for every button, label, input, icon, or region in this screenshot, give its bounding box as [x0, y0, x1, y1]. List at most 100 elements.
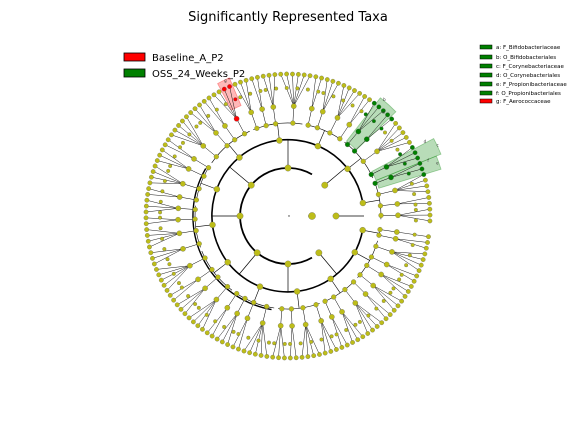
- branch-line: [293, 75, 311, 107]
- leaf-node: [278, 71, 284, 77]
- genus-node: [395, 212, 401, 219]
- leaf-node: [209, 333, 215, 339]
- species-node: [214, 107, 219, 112]
- leaf-node: [319, 75, 324, 81]
- leaf-node: [188, 110, 193, 115]
- branch-line: [371, 166, 387, 175]
- family-node: [364, 262, 370, 268]
- branch-line: [145, 217, 179, 220]
- key-label-d: d: O_Corynebacteriales: [496, 73, 560, 79]
- leaf-node: [296, 72, 301, 77]
- branch-line: [293, 74, 305, 107]
- branch-line: [347, 131, 359, 145]
- species-node: [413, 202, 418, 207]
- genus-node: [259, 320, 266, 326]
- genus-node: [364, 136, 370, 142]
- leaf-node: [164, 288, 170, 293]
- genus-node: [320, 108, 326, 115]
- key-label-g: g: F_Aerococcaceae: [496, 99, 551, 105]
- leaf-node: [252, 351, 258, 357]
- species-node: [158, 199, 163, 204]
- species-node: [353, 322, 358, 327]
- genus-node: [200, 143, 206, 149]
- branch-line: [341, 311, 353, 343]
- species-node: [288, 342, 293, 346]
- family-node: [215, 274, 221, 280]
- branch-line: [166, 265, 191, 291]
- key-label-e: e: F_Propionibacteriaceae: [496, 82, 567, 88]
- branch-line: [280, 74, 294, 107]
- leaf-node: [365, 331, 371, 336]
- branch-line: [339, 124, 350, 139]
- species-node: [363, 112, 368, 117]
- leaf-node: [143, 215, 149, 221]
- branch-line: [193, 299, 217, 323]
- leaf-node: [410, 145, 415, 150]
- leaf-node: [154, 267, 159, 272]
- family-node: [290, 120, 296, 126]
- leaf-node: [425, 240, 430, 245]
- family-node: [288, 306, 294, 312]
- branch-line: [243, 322, 263, 352]
- branch-line: [150, 248, 184, 253]
- leaf-node: [355, 337, 361, 343]
- leaf-node: [414, 273, 420, 279]
- species-node: [381, 299, 386, 303]
- family-node: [314, 125, 320, 131]
- leaf-node: [247, 350, 252, 356]
- class-node: [284, 164, 292, 172]
- family-node: [342, 287, 348, 293]
- leaf-node: [232, 81, 238, 87]
- species-node: [158, 210, 163, 215]
- leaf-node: [350, 340, 355, 345]
- genus-node: [392, 235, 399, 242]
- branch-line: [182, 183, 200, 189]
- family-node: [300, 305, 306, 311]
- species-node: [194, 124, 199, 129]
- branch-line: [158, 265, 190, 276]
- branch-line: [203, 145, 217, 157]
- branch-line: [188, 299, 217, 319]
- leaf-node: [389, 116, 395, 122]
- family-node: [224, 143, 230, 149]
- genus-node: [370, 282, 376, 289]
- branch-line: [333, 296, 343, 312]
- family-node: [241, 131, 248, 137]
- branch-line: [280, 308, 283, 326]
- leaf-node: [301, 72, 307, 78]
- branch-line: [216, 313, 238, 340]
- leaf-node: [370, 327, 375, 333]
- species-node: [395, 147, 400, 152]
- branch-line: [255, 322, 263, 355]
- order-node: [236, 154, 243, 161]
- legend-label-oss: OSS_24_Weeks_P2: [152, 69, 245, 80]
- genus-node: [259, 106, 265, 112]
- class-node: [321, 181, 329, 189]
- species-node: [374, 306, 379, 311]
- branch-line: [215, 132, 228, 146]
- family-node: [360, 158, 366, 164]
- species-node: [404, 263, 409, 268]
- leaf-node: [407, 140, 412, 145]
- species-node: [305, 87, 310, 92]
- family-node: [213, 154, 219, 160]
- genus-node: [346, 121, 353, 128]
- clade-letter-labels: a b c d e f g: [224, 78, 439, 166]
- leaf-node: [145, 192, 151, 197]
- family-node: [378, 212, 384, 218]
- species-node: [222, 324, 227, 329]
- leaf-node: [266, 72, 272, 78]
- family-node: [375, 191, 382, 197]
- branch-line: [322, 81, 334, 112]
- family-node: [376, 232, 382, 238]
- leaf-node: [307, 73, 313, 79]
- branch-line: [373, 285, 399, 306]
- leaf-node: [152, 163, 158, 169]
- leaf-node: [423, 245, 429, 251]
- family-node: [192, 206, 198, 213]
- branch-line: [381, 274, 412, 287]
- leaf-node: [284, 71, 289, 77]
- class-node: [236, 212, 244, 220]
- leaf-node: [417, 161, 423, 166]
- branch-line: [162, 149, 189, 170]
